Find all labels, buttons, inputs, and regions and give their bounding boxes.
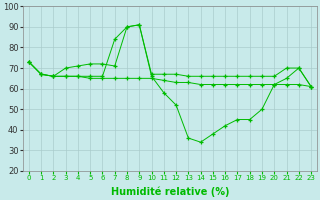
X-axis label: Humidité relative (%): Humidité relative (%) — [111, 187, 229, 197]
